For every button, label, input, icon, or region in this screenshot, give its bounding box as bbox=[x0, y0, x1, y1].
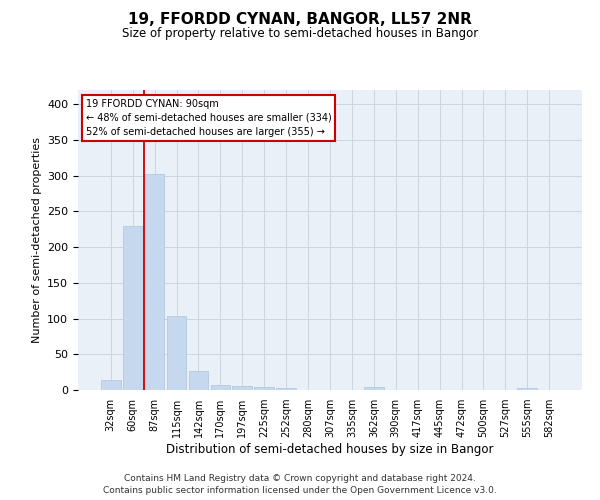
Bar bbox=[167, 316, 187, 390]
Y-axis label: Number of semi-detached properties: Number of semi-detached properties bbox=[32, 137, 41, 343]
Text: 19, FFORDD CYNAN, BANGOR, LL57 2NR: 19, FFORDD CYNAN, BANGOR, LL57 2NR bbox=[128, 12, 472, 28]
Bar bbox=[232, 386, 252, 390]
Bar bbox=[145, 174, 164, 390]
Text: Distribution of semi-detached houses by size in Bangor: Distribution of semi-detached houses by … bbox=[166, 442, 494, 456]
Bar bbox=[188, 370, 208, 390]
Bar bbox=[364, 387, 384, 390]
Bar bbox=[123, 226, 143, 390]
Bar bbox=[276, 388, 296, 390]
Text: Size of property relative to semi-detached houses in Bangor: Size of property relative to semi-detach… bbox=[122, 28, 478, 40]
Text: 19 FFORDD CYNAN: 90sqm
← 48% of semi-detached houses are smaller (334)
52% of se: 19 FFORDD CYNAN: 90sqm ← 48% of semi-det… bbox=[86, 99, 331, 137]
Text: Contains HM Land Registry data © Crown copyright and database right 2024.
Contai: Contains HM Land Registry data © Crown c… bbox=[103, 474, 497, 495]
Bar bbox=[254, 387, 274, 390]
Bar bbox=[211, 385, 230, 390]
Bar bbox=[101, 380, 121, 390]
Bar bbox=[517, 388, 537, 390]
